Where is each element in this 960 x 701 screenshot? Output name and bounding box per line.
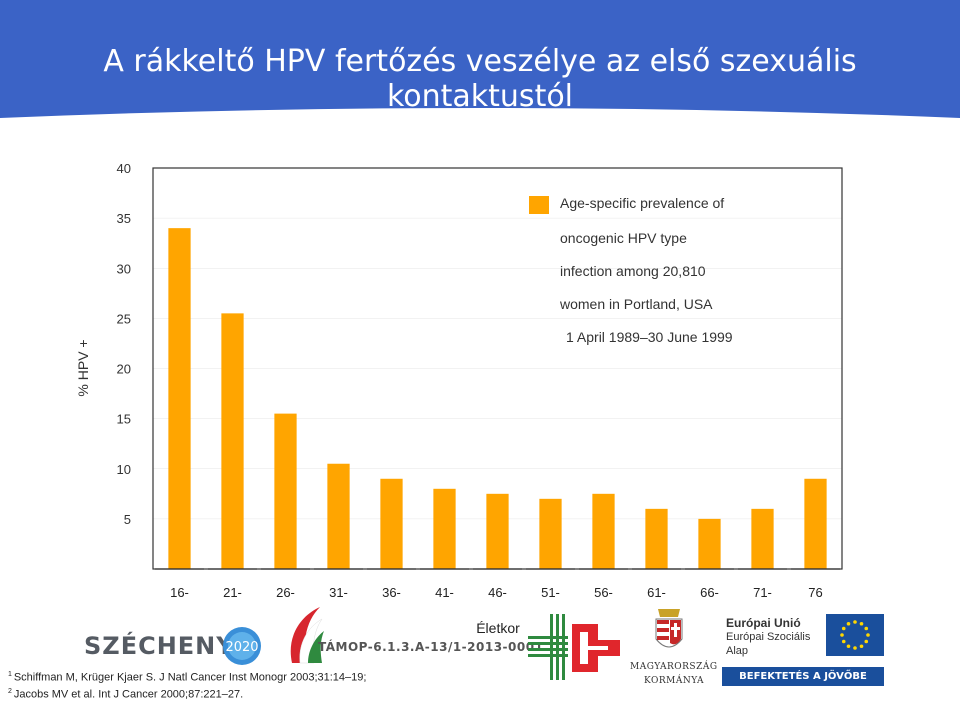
eu-star-icon xyxy=(864,626,869,631)
eu-line-3: Alap xyxy=(726,645,749,657)
legend-line-1: Age-specific prevalence of xyxy=(560,195,725,211)
legend-swatch xyxy=(529,196,549,214)
szechenyi-year: 2020 xyxy=(225,640,258,655)
plot-frame xyxy=(152,167,843,570)
eu-star-icon xyxy=(859,621,864,626)
bar-51 xyxy=(539,498,562,569)
x-tick-label: 16- xyxy=(170,585,189,600)
eu-star-icon xyxy=(841,626,846,631)
bar-16 xyxy=(168,228,191,569)
eu-star-icon xyxy=(841,639,846,644)
legend-line-2: oncogenic HPV type xyxy=(560,230,687,246)
szechenyi-logo: SZÉCHENYI xyxy=(84,632,245,660)
y-tick-label: 30 xyxy=(117,261,131,276)
eu-line-1: Európai Unió xyxy=(726,616,801,630)
slide-title: A rákkeltő HPV fertőzés veszélye az első… xyxy=(40,44,920,149)
slide-title-line2: kezdve életünk végéig fennáll xyxy=(255,114,705,149)
reference-1-text: Schiffman M, Krüger Kjaer S. J Natl Canc… xyxy=(13,671,367,684)
szechenyi-text: SZÉCHENYI xyxy=(84,632,245,660)
befektetes-banner: BEFEKTETÉS A JÖVŐBE xyxy=(722,667,884,686)
eu-star-icon xyxy=(866,633,870,637)
y-tick-label: 5 xyxy=(124,512,131,527)
kormanya-text: KORMÁNYA xyxy=(644,676,704,686)
legend-line-5: 1 April 1989–30 June 1999 xyxy=(566,329,733,345)
eu-star-icon xyxy=(853,620,857,624)
bar-56 xyxy=(592,493,615,569)
bar-31 xyxy=(327,463,350,569)
eu-star-icon xyxy=(859,644,864,649)
y-tick-label: 35 xyxy=(117,211,131,226)
x-tick-label: 26- xyxy=(276,585,295,600)
eu-star-icon xyxy=(840,633,844,637)
bar-46 xyxy=(486,493,509,569)
bar-36 xyxy=(380,478,403,569)
eu-star-icon xyxy=(846,644,851,649)
health-cross-logo-icon xyxy=(528,614,620,680)
hungarian-flag-swoosh-icon xyxy=(290,607,324,664)
magyarorszag-text: MAGYARORSZÁG xyxy=(630,662,718,672)
szechenyi-2020-pin-icon: 2020 xyxy=(223,627,261,665)
x-tick-label: 71- xyxy=(753,585,772,600)
y-tick-label: 25 xyxy=(117,311,131,326)
reference-2-text: Jacobs MV et al. Int J Cancer 2000;87:22… xyxy=(13,688,244,701)
reference-1-marker: 1 xyxy=(8,671,14,678)
legend-line-4: women in Portland, USA xyxy=(560,296,713,312)
legend-line-3: infection among 20,810 xyxy=(560,263,706,279)
bar-61 xyxy=(645,508,668,569)
references: 1 Schiffman M, Krüger Kjaer S. J Natl Ca… xyxy=(8,668,366,701)
y-tick-label: 20 xyxy=(117,362,131,377)
x-tick-label: 41- xyxy=(435,585,454,600)
reference-1: 1 Schiffman M, Krüger Kjaer S. J Natl Ca… xyxy=(8,668,366,685)
bar-71 xyxy=(751,508,774,569)
eu-flag-icon xyxy=(826,614,884,656)
slide-title-line1: A rákkeltő HPV fertőzés veszélye az első… xyxy=(103,44,857,114)
eu-line-2: Európai Szociális xyxy=(726,631,811,643)
eu-star-icon xyxy=(846,621,851,626)
reference-2-marker: 2 xyxy=(8,687,14,695)
x-tick-label: 66- xyxy=(700,585,719,600)
eu-star-icon xyxy=(864,639,869,644)
y-axis-label: % HPV + xyxy=(75,339,91,396)
x-tick-label: 46- xyxy=(488,585,507,600)
tamop-code: TÁMOP-6.1.3.A-13/1-2013-0001 xyxy=(318,640,544,654)
bar-41 xyxy=(433,488,456,569)
title-banner xyxy=(0,0,960,118)
bar-26 xyxy=(274,413,297,569)
x-tick-label: 51- xyxy=(541,585,560,600)
hungarian-coat-of-arms-icon xyxy=(655,609,683,648)
x-tick-label: 21- xyxy=(223,585,242,600)
y-tick-label: 40 xyxy=(117,161,131,176)
bar-76 xyxy=(804,478,827,569)
bar-21 xyxy=(221,313,244,569)
x-axis-label: Életkor xyxy=(476,620,520,636)
x-tick-label: 36- xyxy=(382,585,401,600)
x-tick-label: 56- xyxy=(594,585,613,600)
x-tick-label: 61- xyxy=(647,585,666,600)
y-tick-label: 10 xyxy=(117,462,131,477)
x-tick-label: 31- xyxy=(329,585,348,600)
bar-66 xyxy=(698,518,721,569)
x-tick-label: 76 xyxy=(808,585,822,600)
reference-2: 2 Jacobs MV et al. Int J Cancer 2000;87:… xyxy=(8,685,366,701)
y-tick-label: 15 xyxy=(117,412,131,427)
eu-star-icon xyxy=(853,646,857,650)
